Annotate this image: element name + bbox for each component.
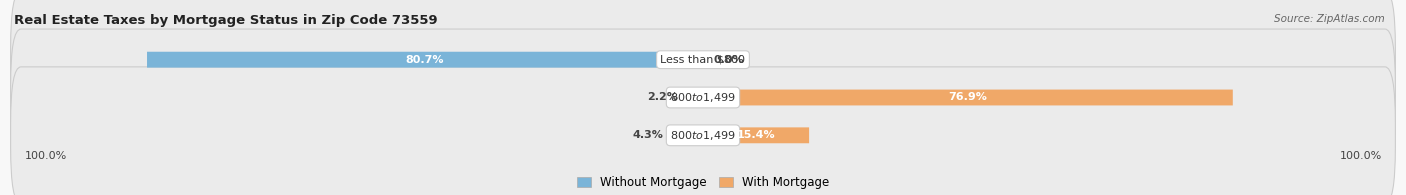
Text: 100.0%: 100.0% [1340, 151, 1382, 161]
Text: 15.4%: 15.4% [737, 130, 775, 140]
FancyBboxPatch shape [11, 67, 1395, 195]
FancyBboxPatch shape [703, 90, 1233, 105]
FancyBboxPatch shape [703, 127, 808, 143]
Text: 76.9%: 76.9% [949, 92, 987, 103]
FancyBboxPatch shape [673, 127, 703, 143]
Text: Less than $800: Less than $800 [661, 55, 745, 65]
FancyBboxPatch shape [688, 90, 703, 105]
Legend: Without Mortgage, With Mortgage: Without Mortgage, With Mortgage [576, 176, 830, 189]
Text: $800 to $1,499: $800 to $1,499 [671, 129, 735, 142]
Text: $800 to $1,499: $800 to $1,499 [671, 91, 735, 104]
Text: 2.2%: 2.2% [647, 92, 678, 103]
Text: Source: ZipAtlas.com: Source: ZipAtlas.com [1274, 14, 1385, 24]
FancyBboxPatch shape [148, 52, 703, 68]
FancyBboxPatch shape [11, 0, 1395, 128]
FancyBboxPatch shape [11, 29, 1395, 166]
Text: 80.7%: 80.7% [406, 55, 444, 65]
Text: 100.0%: 100.0% [24, 151, 66, 161]
Text: 4.3%: 4.3% [633, 130, 664, 140]
Text: 0.0%: 0.0% [713, 55, 744, 65]
Text: Real Estate Taxes by Mortgage Status in Zip Code 73559: Real Estate Taxes by Mortgage Status in … [14, 14, 437, 27]
